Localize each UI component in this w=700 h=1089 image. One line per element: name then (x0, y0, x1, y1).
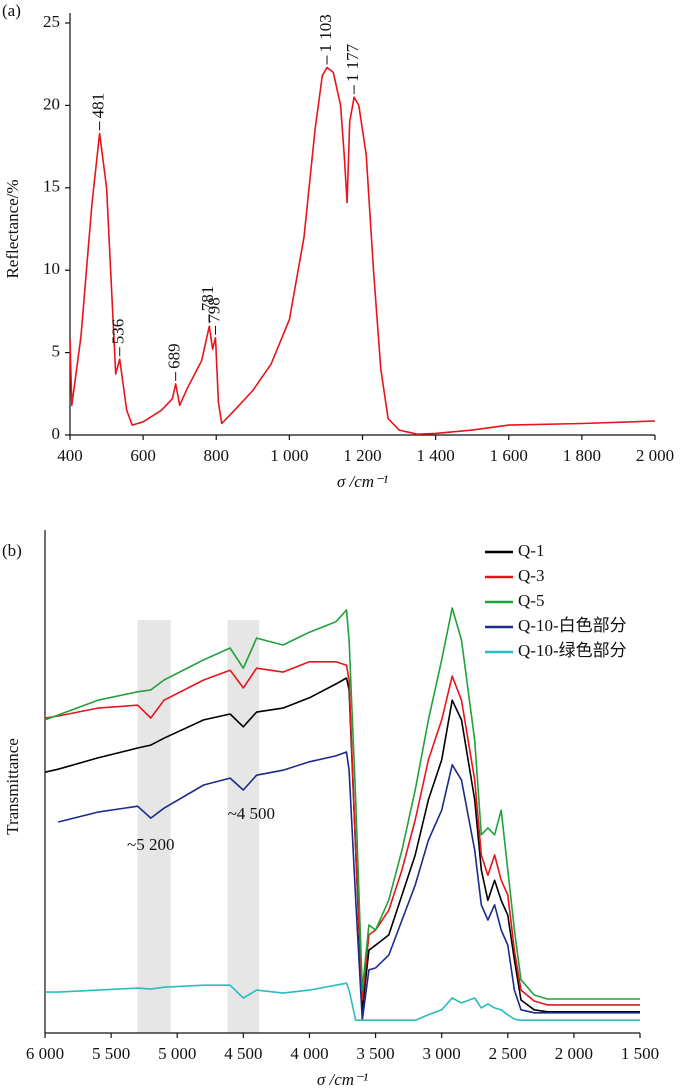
y-tick-label: 5 (52, 342, 61, 361)
peak-label: 481 (89, 93, 108, 119)
y-tick-label: 20 (43, 94, 60, 113)
peak-label: 1 177 (343, 43, 362, 82)
x-axis-label: σ /cm⁻¹ (337, 472, 388, 491)
x-tick-label: 6 000 (26, 1044, 64, 1063)
y-tick-label: 10 (43, 259, 60, 278)
annotation: ~5 200 (127, 835, 174, 854)
x-tick-label: 3 000 (423, 1044, 461, 1063)
x-tick-label: 1 400 (417, 446, 455, 465)
x-tick-label: 1 600 (490, 446, 528, 465)
legend-label: Q-10-白色部分 (518, 616, 627, 635)
y-tick-label: 25 (43, 12, 60, 31)
y-axis-label: Reflectance/% (3, 179, 22, 278)
x-axis-label: σ /cm⁻¹ (317, 1070, 368, 1089)
y-tick-label: 0 (52, 424, 61, 443)
x-tick-label: 1 800 (563, 446, 601, 465)
x-tick-label: 3 500 (356, 1044, 394, 1063)
x-tick-label: 1 500 (621, 1044, 659, 1063)
legend-label: Q-10-绿色部分 (518, 641, 627, 660)
x-tick-label: 400 (57, 446, 83, 465)
y-axis-label: Transmittance (3, 738, 22, 835)
x-tick-label: 4 000 (290, 1044, 328, 1063)
series-line (44, 661, 640, 1006)
shaded-range (137, 620, 171, 1033)
shaded-range (227, 620, 260, 1033)
series-line (44, 677, 640, 1013)
annotation: ~4 500 (228, 804, 275, 823)
peak-label: 536 (109, 319, 128, 345)
y-tick-label: 15 (43, 177, 60, 196)
peak-label: 1 103 (316, 14, 335, 52)
x-tick-label: 2 000 (636, 446, 674, 465)
x-tick-label: 1 200 (343, 446, 381, 465)
x-tick-label: 2 500 (489, 1044, 527, 1063)
series-line (44, 607, 640, 1000)
x-tick-label: 4 500 (224, 1044, 262, 1063)
x-tick-label: 5 000 (158, 1044, 196, 1063)
peak-label: 689 (165, 343, 184, 369)
legend-label: Q-1 (518, 541, 544, 560)
panel-label: (a) (2, 1, 21, 20)
peak-label: 781 (198, 286, 217, 312)
series-line (45, 982, 640, 1021)
x-tick-label: 1 000 (270, 446, 308, 465)
legend-label: Q-3 (518, 566, 544, 585)
x-tick-label: 600 (130, 446, 156, 465)
x-tick-label: 800 (204, 446, 230, 465)
x-tick-label: 2 000 (555, 1044, 593, 1063)
panel-label: (b) (2, 541, 22, 560)
x-tick-label: 5 500 (92, 1044, 130, 1063)
peak-label: 798 (204, 297, 223, 323)
series-line (69, 66, 656, 435)
series-line (58, 751, 640, 1021)
legend-label: Q-5 (518, 591, 544, 610)
